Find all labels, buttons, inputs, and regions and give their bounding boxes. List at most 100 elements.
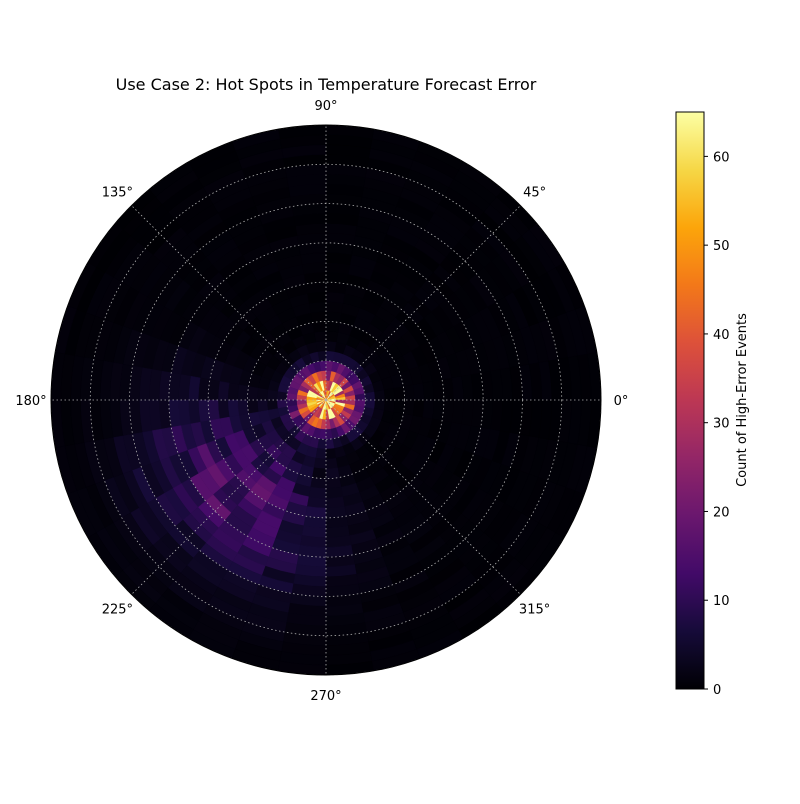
angle-tick-label: 135° (102, 185, 133, 200)
angle-tick-label: 45° (523, 185, 546, 200)
heatmap-cell (305, 506, 327, 519)
heatmap-cell (266, 389, 278, 401)
heatmap-cell (217, 381, 230, 401)
heatmap-cell (422, 399, 435, 419)
heatmap-cell (325, 331, 339, 343)
heatmap-cell (451, 375, 464, 401)
heatmap-cell (403, 399, 415, 416)
heatmap-cell (307, 496, 327, 509)
heatmap-cell (325, 486, 344, 499)
heatmap-cell (325, 311, 342, 323)
angular-grid-line (131, 205, 327, 401)
radial-grid-circle (286, 360, 366, 440)
polar-border (50, 124, 602, 676)
heatmap-cell (237, 399, 249, 416)
heatmap-cell (325, 321, 340, 333)
heatmap-cell (383, 387, 395, 401)
heatmap-cell (315, 448, 327, 460)
heatmap-cell (325, 281, 347, 294)
heatmap-cell (308, 486, 327, 499)
heatmap-cell (310, 311, 327, 323)
heatmap-cell (412, 382, 425, 401)
heatmap-cells (51, 125, 601, 675)
angle-tick-label: 90° (314, 99, 337, 114)
colorbar-tick-label: 60 (713, 150, 730, 165)
chart-title: Use Case 2: Hot Spots in Temperature For… (116, 75, 537, 94)
angular-grid-line (325, 205, 521, 401)
colorbar-tick-label: 30 (713, 417, 730, 432)
colorbar-tick-label: 20 (713, 505, 730, 520)
heatmap-cell (307, 291, 327, 304)
heatmap-cell (276, 391, 288, 401)
heatmap-cell (325, 496, 345, 509)
heatmap-cell (325, 457, 339, 469)
heatmap-cell (312, 321, 327, 333)
heatmap-cell (451, 399, 464, 425)
heatmap-cell (207, 399, 220, 421)
heatmap-cell (403, 384, 415, 401)
radial-grid-circle (89, 163, 563, 637)
heatmap-cell (325, 467, 340, 479)
angle-tick-label: 0° (614, 394, 629, 409)
heatmap-cell (313, 331, 327, 343)
polar-plot-area: 0° 45° 90° 135° 180° 225° 270° 315° (15, 99, 628, 704)
heatmap-cell (325, 350, 335, 362)
colorbar-tick-label: 40 (713, 328, 730, 343)
angle-tick-label: 225° (102, 603, 133, 618)
angular-grid-line (131, 399, 327, 595)
colorbar-label: Count of High-Error Events (735, 313, 750, 487)
colorbar: 0 10 20 30 40 50 60 Count of High-Error Events (675, 111, 750, 698)
heatmap-cell (257, 399, 269, 413)
colorbar-ticks: 0 10 20 30 40 50 60 (704, 150, 730, 698)
heatmap-cell (325, 340, 337, 352)
heatmap-cell (325, 301, 344, 314)
heatmap-cell (364, 399, 376, 409)
colorbar-tick-label: 10 (713, 594, 730, 609)
heatmap-cell (227, 382, 240, 401)
heatmap-cell (198, 399, 211, 423)
colorbar-gradient (675, 111, 705, 690)
heatmap-cell (312, 467, 327, 479)
heatmap-cell (412, 399, 425, 418)
angle-tick-labels: 0° 45° 90° 135° 180° 225° 270° 315° (15, 99, 628, 704)
heatmap-cell (247, 399, 259, 414)
radial-grid-circle (207, 281, 445, 519)
heatmap-cell (325, 506, 347, 519)
angle-tick-label: 315° (519, 603, 550, 618)
colorbar-tick-label: 0 (713, 683, 721, 698)
heatmap-cell (313, 457, 327, 469)
heatmap-cell (247, 386, 259, 401)
heatmap-cell (374, 399, 386, 411)
heatmap-cell (325, 525, 351, 538)
angular-grid-line (325, 399, 521, 595)
heatmap-cell (383, 399, 395, 413)
heatmap-cell (325, 291, 345, 304)
heatmap-cell (305, 281, 327, 294)
heatmap-cell (317, 438, 327, 450)
heatmap-cell (432, 379, 445, 401)
heatmap-cell (301, 525, 327, 538)
heatmap-cell (325, 515, 349, 528)
heatmap-cell (393, 386, 405, 401)
heatmap-cell (301, 262, 327, 275)
heatmap-cell (393, 399, 405, 414)
heatmap-cell (217, 399, 230, 419)
heatmap-cell (325, 272, 349, 285)
angle-tick-label: 180° (15, 394, 46, 409)
polar-grid (50, 124, 602, 676)
heatmap-cell (227, 399, 240, 418)
heatmap-cell (325, 477, 342, 489)
heatmap-cell (257, 387, 269, 401)
heatmap-cell (432, 399, 445, 421)
heatmap-cell (310, 477, 327, 489)
heatmap-cell (325, 262, 351, 275)
heatmap-cell (207, 379, 220, 401)
angle-tick-label: 270° (310, 689, 341, 704)
heatmap-cell (441, 399, 454, 423)
heatmap-cell (188, 399, 201, 425)
heatmap-cell (303, 272, 327, 285)
heatmap-cell (188, 375, 201, 401)
radial-grid-circle (247, 321, 405, 479)
